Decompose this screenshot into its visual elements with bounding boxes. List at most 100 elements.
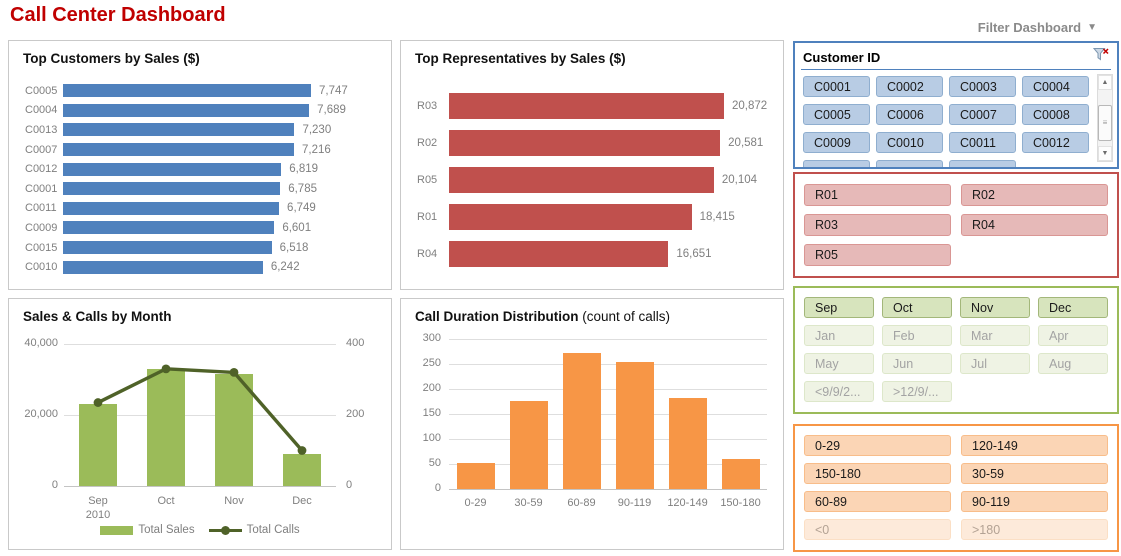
customer-id-button[interactable]: C0008 bbox=[1022, 104, 1089, 125]
customer-id-button[interactable]: C0009 bbox=[803, 132, 870, 153]
y-axis-tick: 50 bbox=[428, 457, 441, 469]
value-label: 18,415 bbox=[699, 211, 735, 224]
customer-bars: C0005 7,747 C0004 7,689 C0013 7,230 C0007 7,216… bbox=[25, 81, 381, 277]
scrollbar[interactable]: ▲ ≡ ▼ bbox=[1097, 74, 1113, 162]
month-button[interactable]: Aug bbox=[1038, 353, 1108, 374]
duration-bar bbox=[509, 400, 548, 489]
bar-row: R04 16,651 bbox=[417, 241, 773, 268]
value-label: 20,104 bbox=[721, 173, 758, 186]
gridline bbox=[449, 439, 767, 440]
category-label: C0013 bbox=[25, 123, 58, 136]
representative-button[interactable]: R02 bbox=[961, 184, 1108, 206]
customer-id-button[interactable]: C0007 bbox=[949, 104, 1016, 125]
duration-button[interactable]: >180 bbox=[961, 519, 1108, 540]
duration-button[interactable]: 120-149 bbox=[961, 435, 1108, 456]
scroll-down-button[interactable]: ▼ bbox=[1098, 146, 1112, 161]
customer-id-button[interactable]: C0011 bbox=[949, 132, 1016, 153]
month-button[interactable]: Nov bbox=[960, 297, 1030, 318]
x-axis-label: 120-149 bbox=[667, 497, 708, 509]
slicer-divider bbox=[801, 69, 1111, 70]
scroll-up-button[interactable]: ▲ bbox=[1098, 75, 1112, 90]
combo-plot-area: 40,000 400 20,000 200 0 0 bbox=[24, 337, 364, 491]
legend-total-sales: Total Sales bbox=[100, 524, 195, 536]
customer-id-button[interactable]: C0003 bbox=[949, 76, 1016, 97]
customer-id-button[interactable]: C0001 bbox=[803, 76, 870, 97]
representative-button[interactable]: R04 bbox=[961, 214, 1108, 236]
duration-button[interactable]: 0-29 bbox=[804, 435, 951, 456]
bar-row: C0007 7,216 bbox=[25, 143, 381, 157]
legend-label: Total Calls bbox=[246, 524, 300, 536]
category-label: C0005 bbox=[25, 84, 58, 97]
duration-bar bbox=[456, 462, 495, 489]
customer-sales-bar bbox=[63, 201, 280, 215]
bar-row: C0010 6,242 bbox=[25, 260, 381, 274]
bar-row: C0015 6,518 bbox=[25, 241, 381, 255]
month-button[interactable]: Jun bbox=[882, 353, 952, 374]
month-button[interactable]: May bbox=[804, 353, 874, 374]
month-button[interactable]: Oct bbox=[882, 297, 952, 318]
value-label: 6,749 bbox=[287, 202, 316, 215]
gridline bbox=[64, 486, 336, 487]
representative-button[interactable]: R03 bbox=[804, 214, 951, 236]
customer-id-button-partial[interactable] bbox=[876, 160, 943, 167]
sales-calls-chart: Sales & Calls by Month 40,000 400 20,000 20… bbox=[8, 298, 392, 550]
chart-legend: Total Sales Total Calls bbox=[9, 524, 391, 536]
scrollbar-thumb[interactable]: ≡ bbox=[1098, 104, 1112, 141]
y-axis-tick: 100 bbox=[422, 432, 441, 444]
representative-sales-bar bbox=[449, 204, 692, 231]
duration-button[interactable]: 30-59 bbox=[961, 463, 1108, 484]
customer-id-button-partial[interactable] bbox=[949, 160, 1016, 167]
right-axis-tick: 400 bbox=[346, 337, 365, 349]
month-button[interactable]: Jul bbox=[960, 353, 1030, 374]
category-label: R03 bbox=[417, 99, 438, 112]
value-label: 6,242 bbox=[270, 261, 300, 274]
customer-id-button[interactable]: C0004 bbox=[1022, 76, 1089, 97]
value-label: 7,689 bbox=[317, 104, 346, 117]
bar-row: R03 20,872 bbox=[417, 92, 773, 119]
month-button[interactable]: >12/9/... bbox=[882, 381, 952, 402]
month-button[interactable]: Jan bbox=[804, 325, 874, 346]
chart-title: Top Customers by Sales ($) bbox=[23, 51, 200, 66]
customer-id-button[interactable]: C0005 bbox=[803, 104, 870, 125]
duration-button[interactable]: 60-89 bbox=[804, 491, 951, 512]
customer-id-button[interactable]: C0006 bbox=[876, 104, 943, 125]
filter-dashboard-dropdown[interactable]: Filter Dashboard ▼ bbox=[978, 20, 1097, 35]
category-label: C0011 bbox=[25, 202, 57, 215]
scrollbar-track[interactable]: ≡ bbox=[1098, 90, 1112, 146]
category-label: C0015 bbox=[25, 241, 58, 254]
top-customers-chart: Top Customers by Sales ($) C0005 7,747 C00… bbox=[8, 40, 392, 290]
x-axis-label: Sep 2010 bbox=[85, 495, 111, 521]
month-button[interactable]: Sep bbox=[804, 297, 874, 318]
value-label: 6,601 bbox=[282, 221, 312, 234]
customer-id-button[interactable]: C0002 bbox=[876, 76, 943, 97]
customer-id-button[interactable]: C0012 bbox=[1022, 132, 1089, 153]
customer-id-slicer: Customer ID C0001 C0002 C0003 C0004 C0005 C00… bbox=[793, 41, 1119, 169]
left-axis-tick: 0 bbox=[51, 479, 58, 491]
customer-sales-bar bbox=[63, 84, 311, 98]
representative-button[interactable]: R01 bbox=[804, 184, 951, 206]
month-button[interactable]: <9/9/2... bbox=[804, 381, 874, 402]
duration-button[interactable]: <0 bbox=[804, 519, 951, 540]
duration-button[interactable]: 150-180 bbox=[804, 463, 951, 484]
gridline bbox=[449, 339, 767, 340]
bar-row: R05 20,104 bbox=[417, 166, 773, 193]
y-axis-tick: 0 bbox=[434, 482, 441, 494]
representative-button[interactable]: R05 bbox=[804, 244, 951, 266]
call-duration-chart: Call Duration Distribution (count of cal… bbox=[400, 298, 784, 550]
bar-row: R01 18,415 bbox=[417, 204, 773, 231]
duration-button[interactable]: 90-119 bbox=[961, 491, 1108, 512]
bar-row: R02 20,581 bbox=[417, 129, 773, 156]
month-button[interactable]: Feb bbox=[882, 325, 952, 346]
clear-filter-icon[interactable] bbox=[1092, 47, 1109, 67]
bar-row: C0001 6,785 bbox=[25, 182, 381, 196]
month-button[interactable]: Mar bbox=[960, 325, 1030, 346]
x-axis-label: 60-89 bbox=[567, 497, 596, 509]
month-button[interactable]: Apr bbox=[1038, 325, 1108, 346]
month-button[interactable]: Dec bbox=[1038, 297, 1108, 318]
customer-id-button-partial[interactable] bbox=[803, 160, 870, 167]
value-label: 20,872 bbox=[732, 99, 768, 112]
customer-id-button[interactable]: C0010 bbox=[876, 132, 943, 153]
legend-total-calls: Total Calls bbox=[208, 524, 300, 536]
chevron-down-icon: ▼ bbox=[1087, 22, 1097, 33]
category-label: R01 bbox=[417, 211, 438, 224]
